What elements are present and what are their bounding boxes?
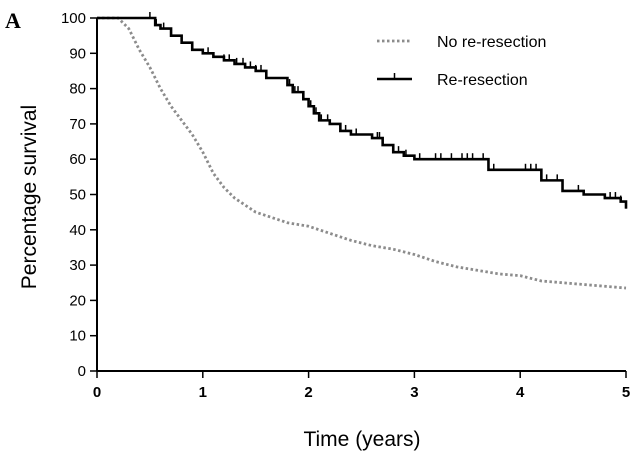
y-tick-label: 40 xyxy=(69,222,86,239)
y-tick-label: 80 xyxy=(69,81,86,98)
y-tick-label: 100 xyxy=(61,10,86,27)
panel-label: A xyxy=(5,8,21,33)
series-line-2 xyxy=(97,16,628,209)
y-tick-label: 30 xyxy=(69,257,86,274)
x-tick-label: 3 xyxy=(410,384,418,401)
x-tick-label: 5 xyxy=(622,384,630,401)
x-tick-label: 1 xyxy=(199,384,207,401)
legend-label-2: Re-resection xyxy=(437,72,528,89)
y-tick-label: 50 xyxy=(69,187,86,204)
y-axis-title: Percentage survival xyxy=(18,105,41,289)
x-tick-label: 4 xyxy=(516,384,525,401)
x-axis-title: Time (years) xyxy=(303,428,420,451)
series-line-1 xyxy=(97,16,627,290)
axes: 0 10 20 30 40 50 60 70 80 90 100 0 1 2 3 4 5 xyxy=(61,10,630,401)
y-tick-label: 20 xyxy=(69,292,86,309)
legend: No re-resection Re-resection xyxy=(377,34,546,89)
legend-label-1: No re-resection xyxy=(437,34,546,51)
y-tick-label: 90 xyxy=(69,45,86,62)
series-layer xyxy=(97,12,628,290)
y-tick-label: 60 xyxy=(69,151,86,168)
x-tick-label: 0 xyxy=(93,384,101,401)
y-tick-label: 10 xyxy=(69,328,86,345)
x-tick-label: 2 xyxy=(304,384,312,401)
y-tick-label: 70 xyxy=(69,116,86,133)
y-tick-label: 0 xyxy=(78,363,86,380)
